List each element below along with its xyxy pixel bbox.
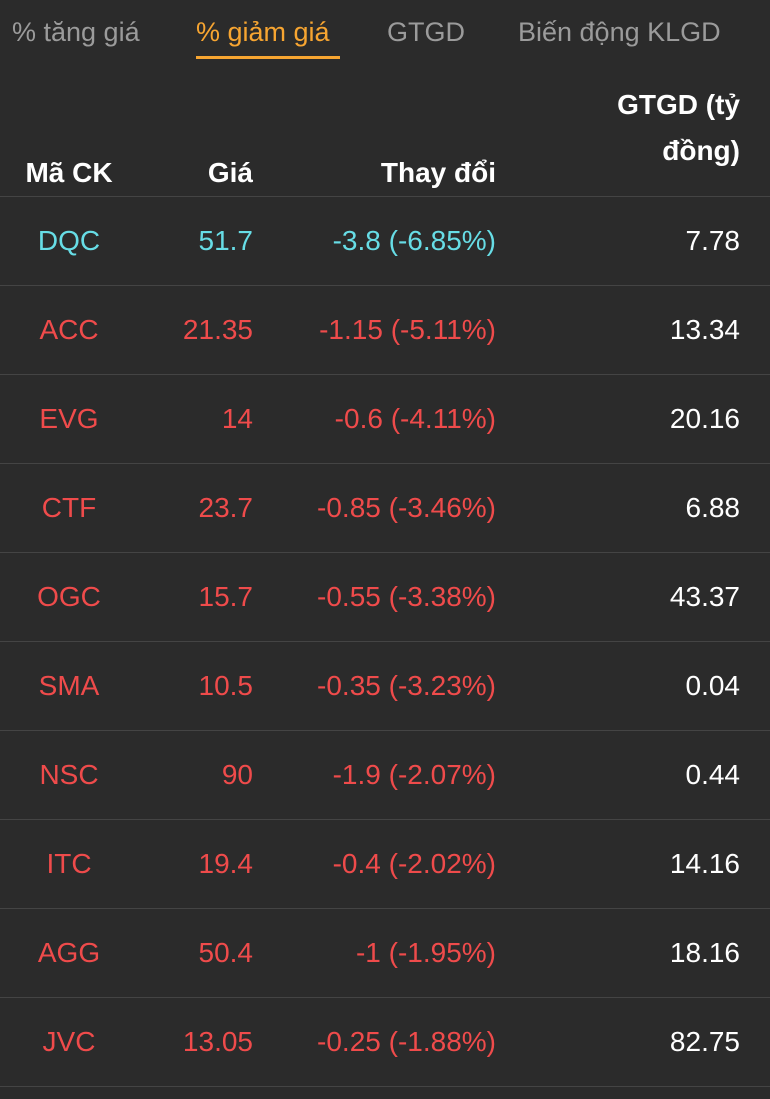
column-header-value-line2: đồng)	[662, 135, 740, 166]
trading-value: 43.37	[669, 581, 740, 612]
stock-price: 51.7	[198, 225, 254, 256]
table-row[interactable]: OGC 15.7 -0.55 (-3.38%) 43.37	[0, 553, 770, 642]
tab-trading-value[interactable]: GTGD	[387, 17, 465, 47]
stock-price: 13.05	[182, 1026, 253, 1057]
stock-code: JVC	[42, 1026, 96, 1057]
price-change: -0.55 (-3.38%)	[317, 581, 496, 612]
price-change: -0.25 (-1.88%)	[317, 1026, 496, 1057]
column-header-code[interactable]: Mã CK	[25, 157, 113, 188]
table-row[interactable]: ACC 21.35 -1.15 (-5.11%) 13.34	[0, 286, 770, 375]
stock-table-body: DQC 51.7 -3.8 (-6.85%) 7.78 ACC 21.35 -1…	[0, 197, 770, 1087]
stock-price: 21.35	[182, 314, 253, 345]
stock-price: 23.7	[198, 492, 254, 523]
stock-code: SMA	[38, 670, 100, 701]
column-header-change[interactable]: Thay đổi	[380, 157, 496, 188]
stock-price: 19.4	[198, 848, 254, 879]
table-row[interactable]: AGG 50.4 -1 (-1.95%) 18.16	[0, 909, 770, 998]
price-change: -0.6 (-4.11%)	[334, 403, 496, 434]
trading-value: 7.78	[685, 225, 741, 256]
stock-code: CTF	[41, 492, 97, 523]
column-header-value-line1: GTGD (tỷ	[617, 89, 740, 120]
table-row[interactable]: DQC 51.7 -3.8 (-6.85%) 7.78	[0, 197, 770, 286]
table-row[interactable]: CTF 23.7 -0.85 (-3.46%) 6.88	[0, 464, 770, 553]
price-change: -0.85 (-3.46%)	[317, 492, 496, 523]
stock-code: EVG	[39, 403, 99, 434]
tab-percent-decrease[interactable]: % giảm giá	[196, 17, 330, 47]
active-tab-indicator	[196, 56, 340, 59]
column-header-price[interactable]: Giá	[207, 157, 253, 188]
stock-price: 10.5	[198, 670, 254, 701]
stock-code: NSC	[39, 759, 99, 790]
stock-price: 15.7	[198, 581, 254, 612]
table-row[interactable]: EVG 14 -0.6 (-4.11%) 20.16	[0, 375, 770, 464]
trading-value: 13.34	[669, 314, 740, 345]
price-change: -0.35 (-3.23%)	[317, 670, 496, 701]
table-row[interactable]: ITC 19.4 -0.4 (-2.02%) 14.16	[0, 820, 770, 909]
price-change: -1.15 (-5.11%)	[319, 314, 496, 345]
stock-price: 14	[221, 403, 253, 434]
table-row[interactable]: SMA 10.5 -0.35 (-3.23%) 0.04	[0, 642, 770, 731]
trading-value: 0.44	[685, 759, 741, 790]
stock-code: ITC	[46, 848, 92, 879]
stock-price: 90	[221, 759, 253, 790]
trading-value: 6.88	[685, 492, 741, 523]
price-change: -3.8 (-6.85%)	[332, 225, 496, 256]
trading-value: 14.16	[669, 848, 740, 879]
stock-code: DQC	[37, 225, 101, 256]
tab-percent-increase[interactable]: % tăng giá	[12, 17, 140, 47]
table-header: Mã CK Giá Thay đổi GTGD (tỷ đồng)	[0, 70, 770, 197]
price-change: -0.4 (-2.02%)	[332, 848, 496, 879]
stock-code: AGG	[37, 937, 101, 968]
price-change: -1 (-1.95%)	[355, 937, 496, 968]
trading-value: 20.16	[669, 403, 740, 434]
table-row[interactable]: NSC 90 -1.9 (-2.07%) 0.44	[0, 731, 770, 820]
trading-value: 82.75	[669, 1026, 740, 1057]
trading-value: 0.04	[685, 670, 741, 701]
tab-volume-change[interactable]: Biến động KLGD	[518, 17, 721, 47]
tab-bar: % tăng giá % giảm giá GTGD Biến động KLG…	[0, 0, 770, 70]
stock-code: ACC	[39, 314, 99, 345]
stock-code: OGC	[37, 581, 101, 612]
trading-value: 18.16	[669, 937, 740, 968]
column-header-value[interactable]: GTGD (tỷ đồng)	[617, 82, 740, 174]
price-change: -1.9 (-2.07%)	[332, 759, 496, 790]
table-row[interactable]: JVC 13.05 -0.25 (-1.88%) 82.75	[0, 998, 770, 1087]
stock-price: 50.4	[198, 937, 254, 968]
